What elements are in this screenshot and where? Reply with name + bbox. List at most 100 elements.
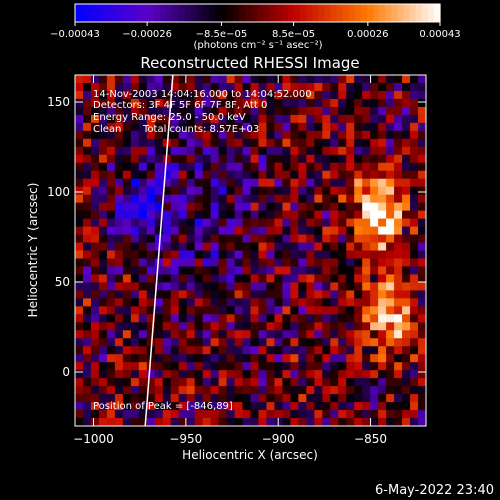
chart-title: Reconstructed RHESSI Image bbox=[140, 54, 359, 72]
heatmap-cell bbox=[410, 226, 419, 236]
annotation-energy-range: Energy Range: 25.0 - 50.0 keV bbox=[93, 112, 246, 123]
heatmap-cell bbox=[75, 394, 84, 403]
colorbar-segment bbox=[245, 4, 253, 22]
heatmap-cell bbox=[362, 346, 371, 355]
heatmap-cell bbox=[170, 354, 180, 363]
heatmap-cell bbox=[386, 130, 395, 140]
heatmap-cell bbox=[258, 418, 267, 426]
heatmap-cell bbox=[346, 234, 355, 244]
heatmap-cell bbox=[282, 306, 291, 315]
heatmap-cell bbox=[186, 330, 196, 339]
heatmap-cell bbox=[75, 330, 84, 339]
heatmap-cell bbox=[322, 226, 331, 236]
heatmap-cell bbox=[178, 162, 188, 172]
heatmap-cell bbox=[202, 154, 212, 164]
heatmap-cell bbox=[322, 306, 331, 315]
heatmap-cell bbox=[314, 162, 323, 172]
y-axis-label: Heliocentric Y (arcsec) bbox=[26, 183, 40, 318]
heatmap-cell bbox=[162, 290, 172, 299]
heatmap-cell bbox=[402, 138, 411, 148]
heatmap-cell bbox=[338, 298, 347, 307]
heatmap-cell bbox=[178, 322, 188, 331]
heatmap-cell bbox=[130, 162, 140, 172]
heatmap-cell bbox=[298, 234, 307, 244]
heatmap-cell bbox=[170, 154, 180, 164]
heatmap-cell bbox=[290, 242, 299, 251]
heatmap-cell bbox=[410, 210, 419, 220]
heatmap-cell bbox=[178, 210, 188, 220]
heatmap-cell bbox=[210, 258, 220, 267]
heatmap-cell bbox=[378, 258, 387, 267]
heatmap-cell bbox=[138, 258, 148, 267]
heatmap-cell bbox=[146, 242, 156, 251]
heatmap-cell bbox=[314, 106, 323, 116]
heatmap-cell bbox=[106, 314, 116, 323]
heatmap-cell bbox=[218, 75, 228, 84]
heatmap-cell bbox=[146, 202, 156, 212]
heatmap-cell bbox=[386, 282, 395, 291]
annotation-time-range: 14-Nov-2003 14:04:16.000 to 14:04:52.000 bbox=[93, 89, 312, 100]
heatmap-cell bbox=[154, 306, 164, 315]
heatmap-cell bbox=[258, 242, 267, 251]
heatmap-cell bbox=[298, 386, 307, 395]
heatmap-cell bbox=[98, 122, 108, 132]
heatmap-cell bbox=[234, 386, 244, 395]
heatmap-cell bbox=[106, 82, 116, 92]
heatmap-cell bbox=[226, 290, 236, 299]
heatmap-cell bbox=[170, 170, 180, 180]
heatmap-cell bbox=[370, 106, 379, 116]
heatmap-cell bbox=[266, 250, 275, 259]
heatmap-cell bbox=[394, 274, 403, 283]
heatmap-cell bbox=[130, 130, 140, 140]
heatmap-cell bbox=[370, 418, 379, 426]
heatmap-cell bbox=[210, 130, 220, 140]
heatmap-cell bbox=[362, 138, 371, 148]
heatmap-cell bbox=[314, 378, 323, 387]
heatmap-cell bbox=[402, 410, 411, 419]
heatmap-cell bbox=[186, 234, 196, 244]
heatmap-cell bbox=[274, 226, 283, 236]
heatmap-cell bbox=[122, 362, 132, 371]
heatmap-cell bbox=[258, 122, 267, 132]
colorbar-segment bbox=[294, 4, 301, 22]
heatmap-cell bbox=[98, 402, 108, 411]
heatmap-cell bbox=[250, 314, 259, 323]
heatmap-cell bbox=[234, 114, 244, 124]
heatmap-cell bbox=[394, 394, 403, 403]
heatmap-cell bbox=[242, 122, 251, 132]
heatmap-cell bbox=[306, 146, 315, 156]
heatmap-cell bbox=[162, 282, 172, 291]
heatmap-cell bbox=[98, 138, 108, 148]
heatmap-cell bbox=[194, 218, 204, 228]
heatmap-cell bbox=[146, 114, 156, 124]
heatmap-cell bbox=[378, 122, 387, 132]
heatmap-cell bbox=[394, 354, 403, 363]
heatmap-cell bbox=[370, 186, 379, 196]
heatmap-cell bbox=[338, 338, 347, 347]
heatmap-cell bbox=[346, 146, 355, 156]
heatmap-cell bbox=[75, 194, 84, 204]
heatmap-cell bbox=[298, 282, 307, 291]
heatmap-cell bbox=[106, 418, 116, 426]
heatmap-cell bbox=[402, 258, 411, 267]
heatmap-cell bbox=[266, 186, 275, 196]
heatmap-cell bbox=[234, 75, 244, 84]
heatmap-cell bbox=[114, 82, 124, 92]
heatmap-cell bbox=[138, 154, 148, 164]
heatmap-cell bbox=[370, 130, 379, 140]
heatmap-cell bbox=[418, 186, 426, 196]
heatmap-cell bbox=[362, 314, 371, 323]
heatmap-cell bbox=[114, 210, 124, 220]
heatmap-cell bbox=[306, 346, 315, 355]
heatmap-cell bbox=[314, 250, 323, 259]
heatmap-cell bbox=[282, 98, 291, 108]
heatmap-cell bbox=[210, 306, 220, 315]
heatmap-cell bbox=[82, 266, 92, 275]
heatmap-cell bbox=[258, 386, 267, 395]
heatmap-cell bbox=[130, 90, 140, 100]
heatmap-cell bbox=[290, 122, 299, 132]
heatmap-cell bbox=[386, 218, 395, 228]
heatmap-cell bbox=[258, 210, 267, 220]
heatmap-cell bbox=[306, 138, 315, 148]
